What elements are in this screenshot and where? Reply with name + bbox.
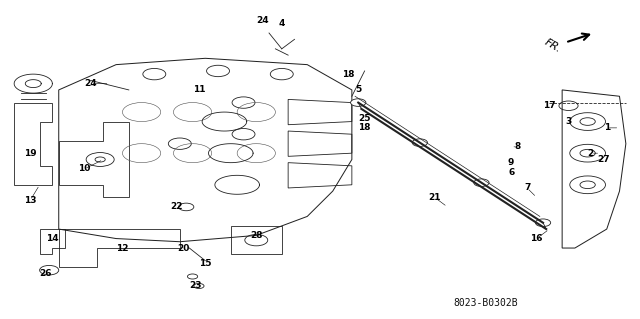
Text: 20: 20: [177, 243, 189, 253]
Text: 28: 28: [250, 231, 262, 240]
Circle shape: [351, 99, 366, 106]
Text: 4: 4: [278, 19, 285, 28]
Circle shape: [412, 139, 428, 146]
Text: 9: 9: [508, 158, 515, 167]
Text: 18: 18: [342, 70, 355, 78]
Text: 24: 24: [84, 79, 97, 88]
Text: 23: 23: [189, 281, 202, 291]
Text: 26: 26: [40, 269, 52, 278]
Bar: [231, 226, 282, 254]
Text: 14: 14: [46, 234, 59, 243]
Text: 3: 3: [565, 117, 572, 126]
Text: 22: 22: [170, 203, 183, 211]
Text: 12: 12: [116, 243, 129, 253]
Text: 24: 24: [257, 16, 269, 25]
Text: 16: 16: [531, 234, 543, 243]
Text: 8023-B0302B: 8023-B0302B: [453, 298, 518, 308]
Text: 27: 27: [597, 155, 610, 164]
Circle shape: [474, 179, 489, 187]
Text: 10: 10: [78, 165, 90, 174]
Text: 8: 8: [515, 142, 521, 151]
Text: 18: 18: [358, 123, 371, 132]
Text: 6: 6: [508, 168, 515, 177]
Circle shape: [536, 219, 550, 226]
Text: 5: 5: [355, 85, 362, 94]
Text: FR.: FR.: [543, 37, 563, 55]
Text: 7: 7: [524, 183, 531, 192]
Text: 25: 25: [358, 114, 371, 123]
Text: 17: 17: [543, 101, 556, 110]
Text: 13: 13: [24, 196, 36, 205]
Text: 15: 15: [199, 259, 212, 268]
Text: 21: 21: [428, 193, 441, 202]
Text: 2: 2: [588, 149, 594, 158]
Text: 19: 19: [24, 149, 36, 158]
Text: 1: 1: [604, 123, 610, 132]
Text: 11: 11: [193, 85, 205, 94]
